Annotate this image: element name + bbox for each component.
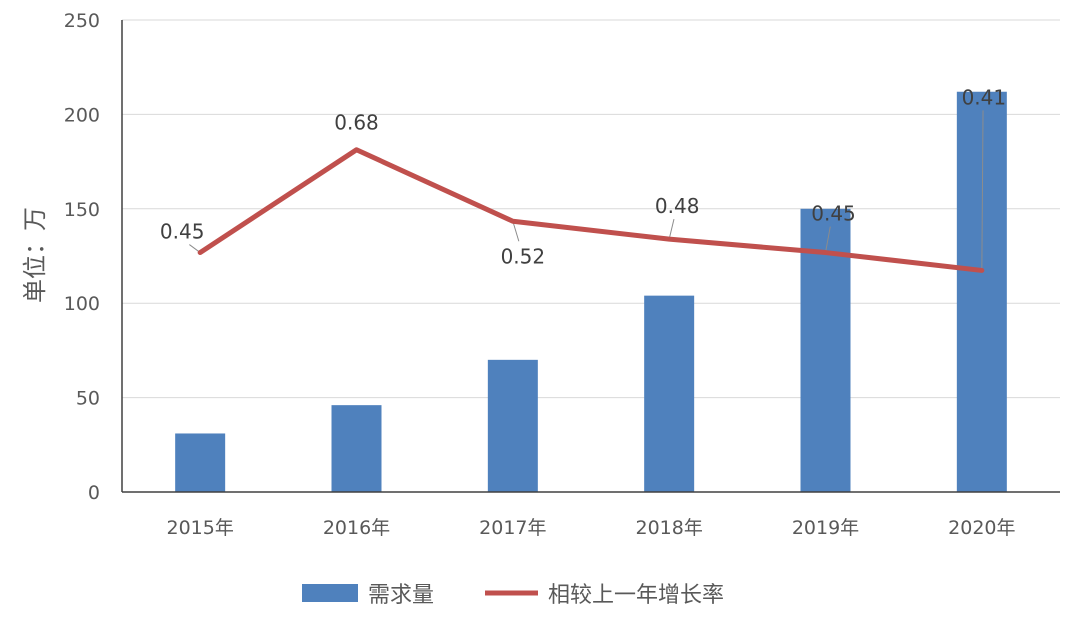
y-axis-label: 单位：万 [21, 207, 49, 303]
y-tick-label: 100 [64, 293, 100, 315]
growth-point [355, 148, 358, 151]
legend-bar-label: 需求量 [368, 583, 434, 608]
x-tick-label: 2019年 [792, 517, 859, 539]
x-tick-label: 2017年 [479, 517, 546, 539]
growth-point [980, 269, 983, 272]
leader-line [512, 221, 520, 242]
legend-line-label: 相较上一年增长率 [548, 583, 724, 608]
growth-line-path [197, 147, 985, 273]
growth-point [824, 251, 827, 254]
growth-data-label: 0.52 [501, 244, 546, 268]
growth-data-labels: 0.45 0.68 0.52 0.48 0.45 0.41 [160, 85, 1006, 268]
y-tick-label: 0 [88, 482, 100, 504]
x-axis [121, 20, 1060, 493]
y-tick-label: 150 [64, 199, 100, 221]
bar [331, 405, 382, 492]
y-tick-label: 250 [64, 10, 100, 32]
bar [956, 91, 1007, 492]
y-tick-label: 200 [64, 104, 100, 126]
x-tick-label: 2015年 [166, 517, 233, 539]
growth-data-label: 0.45 [811, 202, 856, 226]
growth-point [668, 238, 671, 241]
growth-point [199, 251, 202, 254]
legend-bar-swatch [302, 584, 358, 602]
gridlines [122, 19, 1060, 399]
x-tick-label: 2018年 [635, 517, 702, 539]
leader-line [981, 110, 984, 271]
growth-point [511, 220, 514, 223]
growth-data-label: 0.41 [962, 85, 1007, 109]
bar [175, 433, 226, 492]
leader-line [825, 226, 831, 253]
leader-line [668, 219, 675, 240]
y-axis-ticks: 0 50 100 150 200 250 [64, 10, 100, 504]
growth-line [197, 147, 985, 273]
x-tick-label: 2016年 [323, 517, 390, 539]
legend: 需求量 相较上一年增长率 [302, 583, 724, 608]
growth-data-label: 0.48 [655, 194, 700, 218]
y-tick-label: 50 [76, 388, 100, 410]
label-leader-lines [189, 110, 984, 271]
bars [175, 91, 1007, 493]
bar [487, 359, 538, 492]
growth-data-label: 0.45 [160, 220, 205, 244]
x-axis-ticks: 2015年 2016年 2017年 2018年 2019年 2020年 [166, 517, 1015, 539]
x-tick-label: 2020年 [948, 517, 1015, 539]
bar [644, 295, 695, 492]
growth-data-label: 0.68 [334, 111, 379, 135]
